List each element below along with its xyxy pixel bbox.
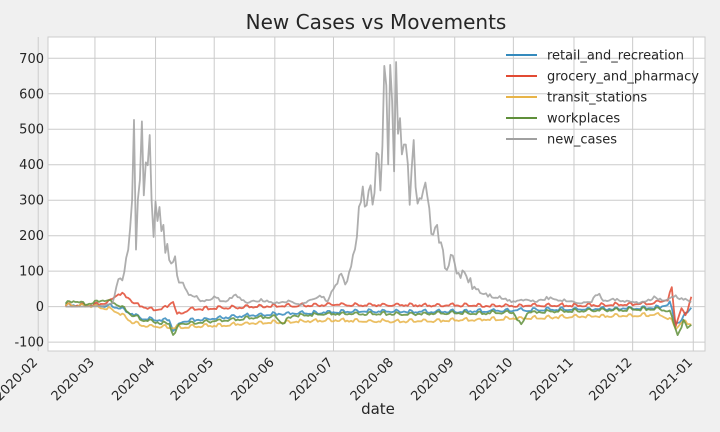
- y-tick-label: 100: [19, 265, 44, 280]
- series-line-grocery-and-pharmacy: [64, 286, 693, 328]
- series-line-retail-and-recreation: [64, 300, 693, 332]
- y-tick-label: 0: [36, 300, 44, 315]
- legend-label-workplaces: workplaces: [547, 112, 620, 127]
- series-line-new-cases: [65, 61, 692, 308]
- series-lines: [64, 61, 693, 336]
- x-axis-label: date: [361, 400, 395, 418]
- y-tick-label: -100: [14, 336, 44, 351]
- y-tick-labels: -100 0 100 200 300 400 500 600 700: [14, 52, 44, 351]
- y-tick-label: 300: [19, 194, 44, 209]
- legend-label-grocery-and-pharmacy: grocery_and_pharmacy: [547, 70, 699, 85]
- y-tick-label: 500: [19, 123, 44, 138]
- y-tick-label: 600: [19, 87, 44, 102]
- y-tick-label: 700: [19, 52, 44, 67]
- legend-label-retail-and-recreation: retail_and_recreation: [547, 49, 684, 64]
- plot-area: [47, 36, 706, 352]
- legend-label-new-cases: new_cases: [547, 133, 617, 148]
- legend-label-transit-stations: transit_stations: [547, 91, 647, 106]
- legend: retail_and_recreation grocery_and_pharmac…: [506, 49, 699, 148]
- y-tick-label: 200: [19, 229, 44, 244]
- y-tick-label: 400: [19, 158, 44, 173]
- chart-title: New Cases vs Movements: [246, 10, 507, 34]
- series-line-workplaces: [64, 299, 692, 336]
